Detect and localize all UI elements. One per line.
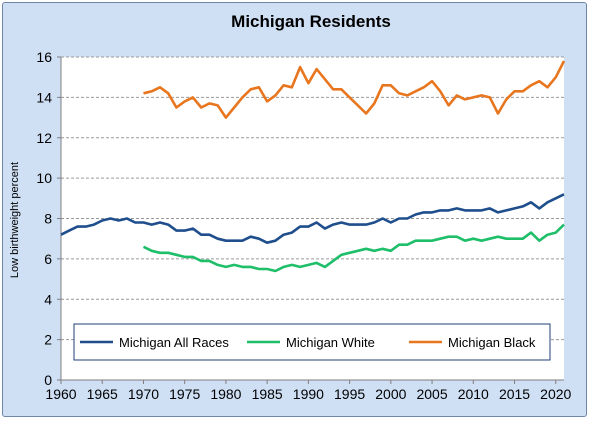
series-line [142,223,565,273]
series-line [60,193,565,244]
x-tick-label: 1995 [334,386,365,402]
legend-label: Michigan White [286,335,375,350]
y-tick-label: 4 [44,291,52,307]
y-tick-label: 2 [44,332,52,348]
x-tick-label: 1975 [169,386,200,402]
x-tick-label: 1965 [87,386,118,402]
y-axis-ticks: 0 2 4 6 8 10 12 14 16 [36,49,61,388]
x-tick-label: 1970 [128,386,159,402]
legend-box [73,323,551,361]
x-axis-ticks: 1960 1965 1970 1975 1980 1985 1990 1995 2000 2005… [45,380,572,402]
series-lines [60,60,566,273]
y-tick-label: 6 [44,251,52,267]
y-tick-label: 14 [36,89,52,105]
y-tick-label: 10 [36,170,52,186]
x-tick-label: 1960 [45,386,76,402]
chart-title: Michigan Residents [231,12,391,31]
x-tick-label: 2010 [458,386,489,402]
x-tick-label: 2015 [499,386,530,402]
x-tick-label: 1980 [210,386,241,402]
y-axis-label: Low birthweight percent [9,162,21,278]
gridlines [60,56,564,381]
y-tick-label: 16 [36,49,52,65]
y-tick-label: 8 [44,211,52,227]
legend: Michigan All Races Michigan White Michigan… [73,323,551,361]
y-tick-label: 12 [36,130,52,146]
x-tick-label: 2000 [375,386,406,402]
x-tick-label: 1990 [293,386,324,402]
legend-label: Michigan All Races [119,335,229,350]
x-tick-label: 1985 [252,386,283,402]
y-tick-label: 0 [44,372,52,388]
x-tick-label: 2020 [540,386,571,402]
x-tick-label: 2005 [416,386,447,402]
series-line [143,60,566,119]
legend-label: Michigan Black [448,335,536,350]
